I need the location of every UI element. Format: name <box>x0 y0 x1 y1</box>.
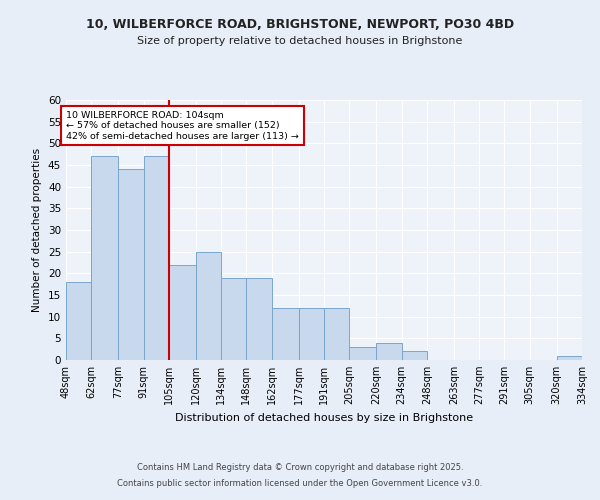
Bar <box>272 308 299 360</box>
Bar <box>376 342 401 360</box>
Bar <box>221 278 247 360</box>
Bar <box>299 308 324 360</box>
Bar <box>247 278 272 360</box>
Text: Contains public sector information licensed under the Open Government Licence v3: Contains public sector information licen… <box>118 478 482 488</box>
Bar <box>196 252 221 360</box>
Bar <box>118 170 143 360</box>
Text: 10, WILBERFORCE ROAD, BRIGHSTONE, NEWPORT, PO30 4BD: 10, WILBERFORCE ROAD, BRIGHSTONE, NEWPOR… <box>86 18 514 30</box>
Bar <box>66 282 91 360</box>
Y-axis label: Number of detached properties: Number of detached properties <box>32 148 43 312</box>
Text: 10 WILBERFORCE ROAD: 104sqm
← 57% of detached houses are smaller (152)
42% of se: 10 WILBERFORCE ROAD: 104sqm ← 57% of det… <box>66 111 299 140</box>
Text: Contains HM Land Registry data © Crown copyright and database right 2025.: Contains HM Land Registry data © Crown c… <box>137 464 463 472</box>
Text: Size of property relative to detached houses in Brighstone: Size of property relative to detached ho… <box>137 36 463 46</box>
Bar <box>169 264 196 360</box>
Bar <box>91 156 118 360</box>
Bar <box>349 347 376 360</box>
X-axis label: Distribution of detached houses by size in Brighstone: Distribution of detached houses by size … <box>175 412 473 422</box>
Bar <box>324 308 349 360</box>
Bar <box>557 356 582 360</box>
Bar <box>143 156 169 360</box>
Bar <box>401 352 427 360</box>
